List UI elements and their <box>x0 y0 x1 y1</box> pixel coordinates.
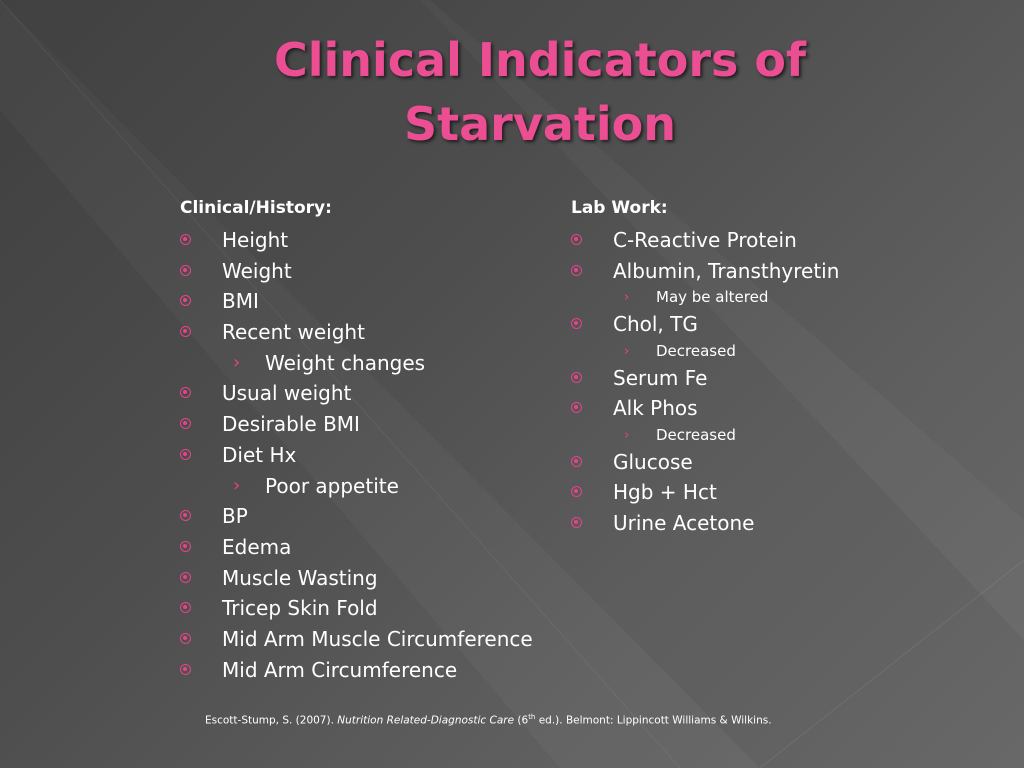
chevron-right-icon: › <box>624 427 630 443</box>
chevron-right-icon: › <box>624 290 630 305</box>
sub-list-item: › Poor appetite <box>180 471 580 502</box>
slide-title: Clinical Indicators of Starvation <box>160 28 920 156</box>
chevron-right-icon: › <box>233 351 241 373</box>
list-item: Mid Arm Muscle Circumference <box>180 624 580 655</box>
circle-bullet-icon <box>571 371 582 383</box>
list-item: Edema <box>180 532 580 563</box>
circle-bullet-icon <box>180 387 191 399</box>
lab-work-list: C-Reactive Protein Albumin, Transthyreti… <box>571 225 991 538</box>
list-item: Albumin, Transthyretin <box>571 256 991 287</box>
citation-book-title: Nutrition Related-Diagnostic Care <box>337 714 515 727</box>
circle-bullet-icon <box>180 571 191 583</box>
circle-bullet-icon <box>180 418 191 430</box>
lab-work-heading: Lab Work: <box>571 198 668 218</box>
title-line-2: Starvation <box>404 97 676 151</box>
circle-bullet-icon <box>180 632 191 644</box>
circle-bullet-icon <box>571 234 582 245</box>
list-item: BP <box>180 501 580 532</box>
list-item: Mid Arm Circumference <box>180 655 580 686</box>
list-item: Recent weight <box>180 317 580 348</box>
list-item: Hgb + Hct <box>571 477 991 508</box>
sub-list-item: › May be altered <box>571 286 991 309</box>
chevron-right-icon: › <box>624 343 630 359</box>
list-item: Muscle Wasting <box>180 563 580 594</box>
circle-bullet-icon <box>180 510 191 522</box>
sub-list-item: › Decreased <box>571 340 991 363</box>
circle-bullet-icon <box>180 602 191 614</box>
clinical-history-list: Height Weight BMI Recent weight › Weight … <box>180 225 580 685</box>
circle-bullet-icon <box>180 234 191 245</box>
citation: Escott-Stump, S. (2007). Nutrition Relat… <box>205 713 772 727</box>
list-item: Alk Phos <box>571 393 991 424</box>
list-item: Desirable BMI <box>180 409 580 440</box>
list-item: Height <box>180 225 580 256</box>
list-item: Tricep Skin Fold <box>180 593 580 624</box>
clinical-history-column: Clinical/History: Height Weight BMI Rece… <box>180 196 580 685</box>
circle-bullet-icon <box>571 264 582 276</box>
list-item: Diet Hx <box>180 440 580 471</box>
circle-bullet-icon <box>180 448 191 460</box>
list-item: BMI <box>180 286 580 317</box>
list-item: Serum Fe <box>571 363 991 394</box>
circle-bullet-icon <box>180 663 191 675</box>
circle-bullet-icon <box>571 516 582 528</box>
circle-bullet-icon <box>180 264 191 276</box>
circle-bullet-icon <box>571 402 582 413</box>
list-item: Chol, TG <box>571 309 991 340</box>
list-item: C-Reactive Protein <box>571 225 991 256</box>
circle-bullet-icon <box>180 295 191 307</box>
circle-bullet-icon <box>571 318 582 329</box>
title-line-1: Clinical Indicators of <box>273 33 807 87</box>
list-item: Usual weight <box>180 378 580 409</box>
list-item: Weight <box>180 256 580 287</box>
lab-work-column: Lab Work: C-Reactive Protein Albumin, Tr… <box>571 196 991 538</box>
sub-list-item: › Decreased <box>571 424 991 447</box>
circle-bullet-icon <box>571 486 582 497</box>
circle-bullet-icon <box>571 455 582 467</box>
list-item: Urine Acetone <box>571 508 991 539</box>
circle-bullet-icon <box>180 540 191 552</box>
circle-bullet-icon <box>180 326 191 338</box>
clinical-history-heading: Clinical/History: <box>180 198 332 218</box>
sub-list-item: › Weight changes <box>180 348 580 379</box>
chevron-right-icon: › <box>233 474 241 496</box>
list-item: Glucose <box>571 447 991 478</box>
